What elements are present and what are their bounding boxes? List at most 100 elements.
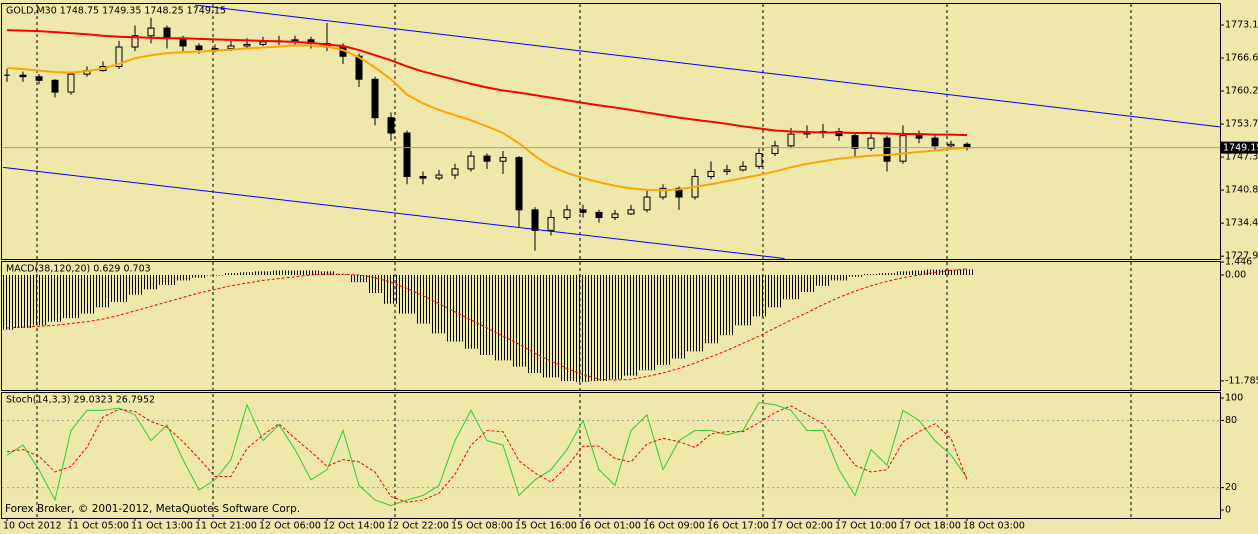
macd-bar (623, 274, 639, 376)
macd-bar (383, 274, 399, 304)
macd-bar (239, 272, 255, 275)
candle-body (595, 211, 603, 219)
x-tick-label: 10 Oct 2012 (3, 521, 62, 532)
candle-body (659, 187, 667, 198)
pane-frame (1, 3, 1221, 260)
pane (2, 268, 975, 382)
macd-bar (15, 274, 31, 329)
macd-bar (671, 274, 687, 359)
candle-body (147, 27, 155, 37)
moving-average (6, 29, 968, 137)
pane-frame (1, 261, 1221, 391)
candle-body (755, 153, 763, 167)
x-tick-label: 11 Oct 21:00 (195, 521, 257, 532)
macd-bar (287, 270, 303, 275)
candle-body (243, 43, 251, 47)
candle-body (211, 48, 219, 51)
y-tick-label: 1.446 (1225, 257, 1252, 268)
separators (36, 4, 1132, 518)
candle-body (867, 137, 875, 149)
candle-body (35, 76, 43, 81)
macd-bar (687, 274, 703, 352)
candle-body (531, 209, 539, 231)
macd-bar (351, 274, 367, 283)
candle-body (19, 74, 27, 78)
macd-bar (847, 274, 863, 277)
macd-bar (559, 274, 575, 382)
candle-body (51, 79, 59, 93)
candle-body (259, 41, 267, 45)
x-tick-label: 11 Oct 13:00 (131, 521, 193, 532)
pane-title: GOLD,M30 1748.75 1749.35 1748.25 1749.15 (6, 6, 226, 17)
candle-body (899, 135, 907, 162)
trendline (194, 4, 1220, 128)
y-tick-label: 1740.85 (1225, 185, 1258, 196)
y-tick-label: 1760.20 (1225, 86, 1258, 97)
last-price-label: 1749.15 (1223, 143, 1258, 154)
macd-bar (111, 274, 127, 302)
stoch-line (6, 405, 968, 503)
macd-bar (319, 271, 335, 275)
macd-bar (191, 274, 207, 278)
macd-bar (495, 274, 511, 361)
trendline (2, 166, 785, 259)
macd-bar (831, 274, 847, 281)
macd-bar (511, 274, 527, 367)
y-tick-label: 1766.65 (1225, 53, 1258, 64)
macd-bar (31, 274, 47, 326)
x-tick-label: 16 Oct 01:00 (579, 521, 641, 532)
macd-bar (591, 274, 607, 382)
candle-body (131, 35, 139, 48)
macd-bar (575, 274, 591, 382)
macd-bar (783, 274, 799, 300)
pane (2, 4, 1220, 259)
copyright: Forex Broker, © 2001-2012, MetaQuotes So… (5, 503, 300, 515)
macd-bar (207, 274, 223, 276)
macd-bar (399, 274, 415, 314)
y-tick-label: -11.785 (1225, 375, 1258, 386)
candle-body (227, 45, 235, 50)
candle-body (291, 39, 299, 42)
candle-body (739, 165, 747, 171)
candle-body (723, 169, 731, 172)
macd-bar (63, 274, 79, 319)
candle-body (403, 132, 411, 178)
macd-bar (479, 274, 495, 355)
last-price-box (1221, 141, 1258, 154)
macd-bar (767, 274, 783, 308)
candle-body (483, 155, 491, 162)
x-tick-label: 17 Oct 10:00 (835, 521, 897, 532)
candle-body (627, 209, 635, 215)
y-tick-label: 100 (1225, 393, 1243, 404)
candle-body (451, 168, 459, 176)
candle-body (179, 37, 187, 47)
candle-body (579, 209, 587, 213)
y-tick-label: 1753.75 (1225, 119, 1258, 130)
macd-bar (751, 274, 767, 317)
macd-bar (159, 274, 175, 285)
macd-bar (719, 274, 735, 336)
macd-bar (799, 274, 815, 293)
x-tick-label: 12 Oct 06:00 (259, 521, 321, 532)
pane-title: Stoch(14,3,3) 29.0323 26.7952 (6, 395, 155, 406)
x-tick-label: 11 Oct 05:00 (67, 521, 129, 532)
candle-body (195, 45, 203, 51)
candle-body (803, 132, 811, 135)
candle-body (611, 213, 619, 219)
macd-bar (655, 274, 671, 365)
candle-body (643, 196, 651, 211)
macd-bar (223, 273, 239, 275)
macd-bar (431, 274, 447, 334)
x-tick-label: 17 Oct 18:00 (899, 521, 961, 532)
y-tick-label: 20 (1225, 482, 1237, 493)
candle-body (467, 155, 475, 170)
macd-bar (815, 274, 831, 286)
y-tick-label: 1727.95 (1225, 251, 1258, 262)
candle-body (387, 117, 395, 134)
candle-body (515, 157, 523, 211)
macd-bar (735, 274, 751, 326)
candle-body (787, 133, 795, 147)
candle-body (707, 170, 715, 178)
